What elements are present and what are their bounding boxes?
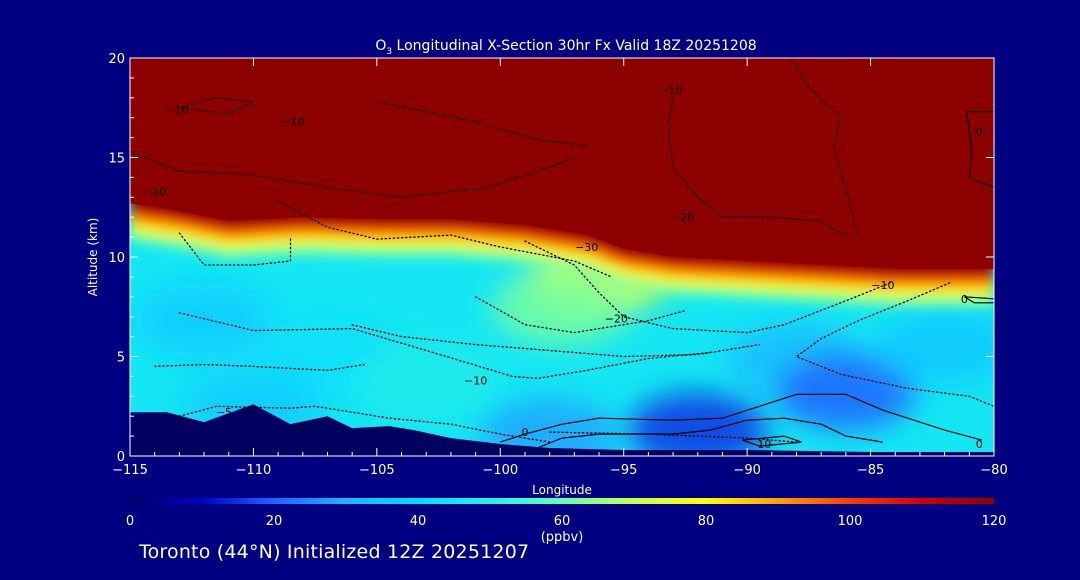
terrain-mask	[130, 404, 994, 456]
contour-line-17	[742, 435, 802, 447]
contour-label: −10	[165, 104, 188, 117]
y-tick-label: 20	[108, 52, 125, 67]
contour-line-3	[277, 200, 613, 278]
contour-label: 0	[961, 293, 968, 306]
contour-line-5	[524, 240, 891, 334]
y-axis-label: Altitude (km)	[86, 218, 100, 297]
x-tick-label: −110	[236, 463, 272, 478]
contour-line-16	[537, 417, 883, 449]
contour-labels: −10 −10 −10 −20 −20 −30 −20 −10 −5 −5 0 −10 0 0 0 10	[143, 84, 983, 451]
ozone-patch-3	[134, 282, 275, 359]
colorbar-tick-label: 0	[126, 514, 134, 529]
chart-title: O3 Longitudinal X-Section 30hr Fx Valid …	[375, 38, 756, 57]
colorbar-tick-label: 40	[410, 514, 427, 529]
contour-line-0	[130, 150, 575, 198]
ozone-patch-6	[775, 354, 916, 431]
colorbar-tick-label: 80	[698, 514, 715, 529]
contour-label: −10	[464, 374, 487, 387]
contour-lines	[130, 58, 994, 449]
colorbar-tick-label: 20	[266, 514, 283, 529]
contour-label: 0	[976, 126, 983, 139]
y-tick-label: 15	[108, 152, 125, 167]
contour-label: 0	[521, 426, 528, 439]
colorbar-tick-label: 60	[554, 514, 571, 529]
x-axis-label: Longitude	[532, 483, 592, 497]
colorbar: 0 20 40 60 80 100 120	[126, 498, 1007, 529]
contour-line-15	[500, 393, 982, 443]
contour-line-8	[474, 296, 687, 334]
y-tick-label: 0	[117, 450, 125, 465]
contour-line-9	[178, 312, 711, 380]
contour-line-12	[178, 405, 551, 443]
stratosphere-field	[130, 58, 994, 307]
x-tick-label: −85	[857, 463, 884, 478]
ozone-patch-9	[874, 308, 994, 385]
contour-line-6	[667, 97, 847, 238]
plot-area: −10 −10 −10 −20 −20 −30 −20 −10 −5 −5 0 −10 0 0 0 10	[130, 58, 994, 456]
x-tick-label: −100	[482, 463, 518, 478]
stratosphere-core	[130, 58, 994, 269]
forecast-caption: Toronto (44°N) Initialized 12Z 20251207	[139, 541, 530, 563]
x-tick-label: −95	[610, 463, 637, 478]
y-tick-label: 5	[117, 351, 125, 366]
contour-line-19	[964, 296, 994, 304]
contour-line-2	[376, 101, 588, 147]
colorbar-unit-label: (ppbv)	[541, 530, 584, 545]
contour-line-11	[154, 363, 366, 372]
contour-label: 0	[976, 438, 983, 451]
ozone-patch-1	[492, 268, 632, 345]
contour-line-1	[178, 97, 256, 115]
contour-line-10	[351, 324, 761, 358]
x-tick-label: −90	[733, 463, 760, 478]
contour-label: −5	[216, 406, 232, 419]
contour-label: −20	[143, 185, 166, 198]
contour-label: 10	[757, 438, 771, 451]
contour-label: −20	[671, 211, 694, 224]
colorbar-tick-label: 100	[838, 514, 863, 529]
contour-line-18	[966, 111, 994, 188]
y-axis: 0 5 10 15 20	[108, 52, 994, 465]
x-tick-label: −80	[980, 463, 1007, 478]
x-tick-label: −115	[112, 463, 148, 478]
ozone-patches	[134, 238, 994, 456]
y-tick-label: 10	[108, 251, 125, 266]
contour-line-7	[790, 58, 859, 238]
contour-label: −10	[659, 84, 682, 97]
colorbar-gradient	[130, 498, 994, 504]
contour-line-4	[178, 232, 292, 266]
contour-label: −10	[281, 116, 304, 129]
contour-label: −30	[575, 241, 598, 254]
x-axis: −115 −110 −105 −100 −95 −90 −85 −80	[112, 58, 1008, 478]
ozone-patch-7	[627, 392, 768, 456]
contour-line-14	[549, 431, 798, 443]
contour-label: −10	[871, 279, 894, 292]
contour-label: −5	[290, 422, 306, 435]
contour-label: −20	[605, 313, 628, 326]
x-tick-label: −105	[359, 463, 395, 478]
contour-line-13	[795, 282, 994, 407]
colorbar-tick-label: 120	[982, 514, 1007, 529]
